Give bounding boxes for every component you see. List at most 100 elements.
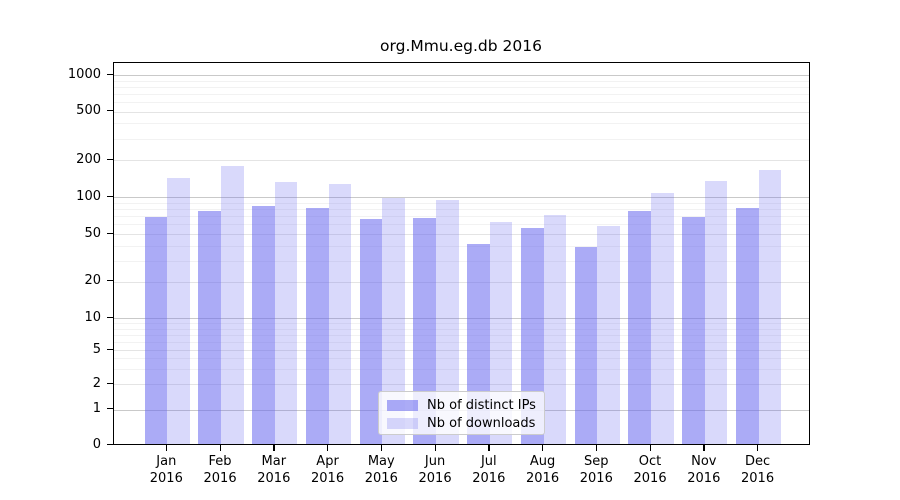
x-axis-tick-mark xyxy=(757,445,759,451)
legend-item-downloads: Nb of downloads xyxy=(387,415,536,432)
legend-item-distinct-ips: Nb of distinct IPs xyxy=(387,397,536,414)
x-axis-tick-label-sep: Sep 2016 xyxy=(579,454,613,486)
y-axis-tick-label-200: 200 xyxy=(76,151,101,167)
y-axis-tick-mark xyxy=(107,316,113,319)
y-axis-tick-label-100: 100 xyxy=(76,188,101,204)
gridline-y-60 xyxy=(114,224,809,226)
gridline-y-70 xyxy=(114,216,809,218)
y-axis-tick-mark xyxy=(107,382,113,385)
x-axis-tick-mark xyxy=(165,445,168,451)
bar-downloads-dec xyxy=(758,170,782,444)
bar-distinct-ips-jun xyxy=(413,217,437,444)
gridline-y-800 xyxy=(114,86,809,88)
x-axis-tick-mark xyxy=(327,445,329,451)
bar-distinct-ips-jan xyxy=(144,217,168,444)
y-axis-tick-mark xyxy=(107,110,113,112)
gridline-y-80 xyxy=(114,209,809,210)
legend-swatch-distinct-ips xyxy=(387,400,418,411)
gridline-y-4 xyxy=(114,358,809,360)
y-axis-tick-mark xyxy=(107,195,113,197)
x-axis-tick-label-feb: Feb 2016 xyxy=(203,454,237,486)
y-axis-tick-label-20: 20 xyxy=(84,273,101,289)
y-axis-tick-mark xyxy=(107,232,113,235)
bar-downloads-jan xyxy=(167,177,190,444)
bar-downloads-sep xyxy=(597,225,620,444)
gridline-y-90 xyxy=(114,202,809,204)
x-axis-tick-label-jun: Jun 2016 xyxy=(418,454,452,486)
y-axis-tick-label-10: 10 xyxy=(84,309,101,325)
x-axis-tick-mark xyxy=(488,445,490,451)
gridline-y-50 xyxy=(114,234,809,236)
x-axis-tick-mark xyxy=(380,445,383,451)
y-axis-tick-label-1: 1 xyxy=(92,401,101,416)
bar-downloads-mar xyxy=(274,181,298,444)
x-axis-tick-label-mar: Mar 2016 xyxy=(257,454,291,486)
bar-distinct-ips-apr xyxy=(305,207,329,444)
gridline-y-9 xyxy=(114,323,809,325)
gridline-y-5 xyxy=(114,350,809,351)
x-axis-tick-mark xyxy=(434,445,436,451)
legend-label-distinct-ips: Nb of distinct IPs xyxy=(427,398,536,413)
gridline-y-8 xyxy=(114,328,809,330)
gridline-y-900 xyxy=(114,80,809,82)
bar-downloads-oct xyxy=(651,193,674,444)
plot-area xyxy=(113,62,810,445)
gridline-y-100 xyxy=(114,197,809,198)
chart-title: org.Mmu.eg.db 2016 xyxy=(380,37,542,55)
gridline-y-30 xyxy=(114,260,809,262)
x-axis-tick-label-dec: Dec 2016 xyxy=(741,454,775,486)
gridline-y-40 xyxy=(114,245,809,247)
bar-downloads-nov xyxy=(704,180,728,444)
x-axis-tick-label-oct: Oct 2016 xyxy=(633,454,667,486)
gridline-y-400 xyxy=(114,123,809,125)
x-axis-tick-label-apr: Apr 2016 xyxy=(311,454,345,486)
y-axis-tick-mark xyxy=(107,280,113,282)
gridline-y-6 xyxy=(114,341,809,343)
y-axis-tick-mark xyxy=(107,408,113,410)
legend: Nb of distinct IPs Nb of downloads xyxy=(378,391,545,435)
bar-downloads-may xyxy=(382,197,405,444)
gridline-y-500 xyxy=(114,111,809,113)
gridline-y-3 xyxy=(114,369,809,371)
x-axis-tick-label-jul: Jul 2016 xyxy=(472,454,506,486)
x-axis-tick-mark xyxy=(649,445,651,451)
bar-distinct-ips-aug xyxy=(520,227,544,444)
bar-distinct-ips-sep xyxy=(574,247,598,444)
gridline-y-7 xyxy=(114,334,809,336)
y-axis-tick-mark xyxy=(107,348,113,350)
legend-label-downloads: Nb of downloads xyxy=(427,416,536,431)
x-axis-tick-mark xyxy=(273,445,275,451)
bar-downloads-jun xyxy=(436,200,459,444)
y-axis-tick-label-1000: 1000 xyxy=(67,66,101,82)
y-axis-tick-mark xyxy=(107,444,113,446)
gridline-y-10 xyxy=(114,318,809,320)
gridline-y-700 xyxy=(114,93,809,95)
x-axis-tick-mark xyxy=(219,445,221,451)
gridline-y-600 xyxy=(114,101,809,103)
bar-downloads-aug xyxy=(543,214,567,444)
bar-distinct-ips-nov xyxy=(682,217,705,444)
gridline-y-300 xyxy=(114,138,809,140)
y-axis-tick-mark xyxy=(107,158,113,160)
x-axis-tick-mark xyxy=(595,445,598,451)
gridline-y-2 xyxy=(114,384,809,386)
bar-distinct-ips-may xyxy=(359,218,383,444)
x-axis-tick-mark xyxy=(542,445,544,451)
x-axis-tick-mark xyxy=(703,445,705,451)
gridline-y-200 xyxy=(114,160,809,161)
x-axis-tick-label-aug: Aug 2016 xyxy=(526,454,560,486)
bar-downloads-apr xyxy=(328,184,352,444)
bar-distinct-ips-mar xyxy=(252,205,275,444)
y-axis-tick-label-0: 0 xyxy=(92,437,101,452)
bar-distinct-ips-oct xyxy=(628,210,652,444)
x-axis-tick-label-nov: Nov 2016 xyxy=(687,454,721,486)
bar-downloads-jul xyxy=(489,222,513,444)
gridline-y-20 xyxy=(114,281,809,283)
bar-distinct-ips-dec xyxy=(735,207,759,444)
y-axis-tick-label-2: 2 xyxy=(92,375,101,391)
y-axis-tick-mark xyxy=(107,73,113,75)
bar-distinct-ips-feb xyxy=(198,210,222,444)
x-axis-tick-label-may: May 2016 xyxy=(364,454,398,486)
x-axis-tick-label-jan: Jan 2016 xyxy=(149,454,183,486)
